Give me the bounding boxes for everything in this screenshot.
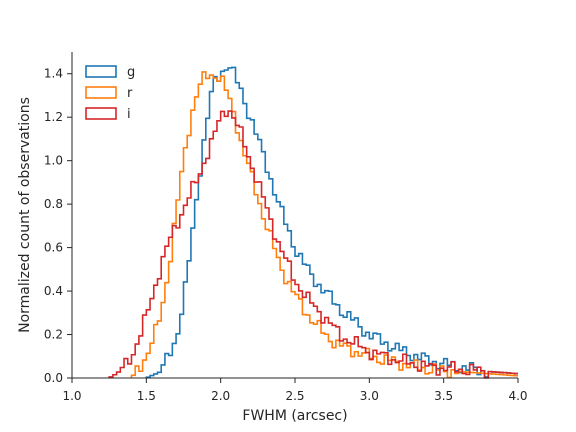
x-tick-label: 2.5	[285, 389, 304, 403]
y-tick-label: 1.2	[44, 110, 63, 124]
series-i-step-line	[108, 110, 518, 379]
legend-item-r: r	[85, 86, 133, 101]
legend-swatch-i	[85, 107, 117, 120]
legend: gri	[85, 65, 135, 122]
x-tick-label: 4.0	[508, 389, 527, 403]
legend-swatch-r	[85, 86, 117, 99]
legend-label-g: g	[127, 65, 135, 80]
y-tick-label: 0.8	[44, 197, 63, 211]
y-tick-label: 0.6	[44, 241, 63, 255]
y-axis-label: Normalized count of observations	[17, 97, 33, 333]
x-tick-label: 2.0	[211, 389, 230, 403]
y-tick-label: 0.4	[44, 284, 63, 298]
x-axis-label: FWHM (arcsec)	[242, 408, 347, 424]
legend-swatch-g	[85, 65, 117, 78]
x-tick-label: 3.0	[360, 389, 379, 403]
legend-label-i: i	[127, 107, 131, 122]
axes-layer	[71, 52, 518, 379]
legend-item-g: g	[85, 65, 135, 80]
legend-label-r: r	[127, 86, 133, 101]
y-tick-label: 1.4	[44, 67, 63, 81]
ticks-layer: 1.0 1.5 2.0 2.5 3.0 3.5 4.0 0.0 0.2 0.4 0.6 0.8 1.0 1…	[44, 67, 528, 403]
y-tick-label: 0.2	[44, 328, 63, 342]
series-g-step-line	[145, 66, 518, 378]
y-tick-label: 1.0	[44, 154, 63, 168]
x-tick-label: 1.0	[62, 389, 81, 403]
series-r-step-line	[130, 71, 518, 379]
legend-item-i: i	[85, 107, 131, 122]
x-tick-label: 1.5	[137, 389, 156, 403]
y-tick-label: 0.0	[44, 371, 63, 385]
x-tick-label: 3.5	[434, 389, 453, 403]
series-layer	[108, 66, 518, 379]
